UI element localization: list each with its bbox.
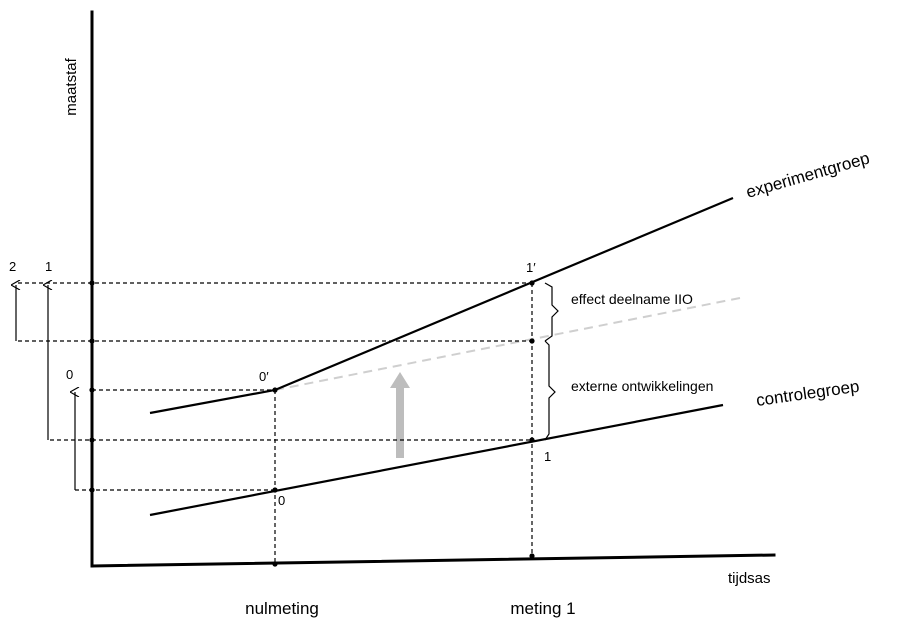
- counterfactual-line: [274, 297, 741, 391]
- level-label-2: 2: [9, 259, 16, 274]
- x-category-meting-1: meting 1: [510, 599, 575, 618]
- x-axis-label: tijdsas: [728, 570, 771, 587]
- x-axis-dot-nulmeting: [272, 561, 278, 567]
- y-axis-dot: [89, 487, 95, 493]
- external-brace: [544, 340, 556, 441]
- point-label-exp-start: 0′: [259, 369, 269, 384]
- point-exp-start: [272, 387, 278, 393]
- shift-arrow-icon: [390, 372, 410, 458]
- y-axis-dot: [89, 387, 95, 393]
- point-label-ctrl-start: 0: [278, 493, 285, 508]
- control-group-line: [149, 403, 724, 517]
- external-label: externe ontwikkelingen: [571, 378, 713, 394]
- effect-label: effect deelname IIO: [571, 291, 693, 307]
- y-axis-dot: [89, 437, 95, 443]
- x-category-nulmeting: nulmeting: [245, 599, 319, 618]
- experiment-group-label: experimentgroep: [744, 148, 872, 201]
- point-label-exp-end: 1′: [526, 260, 536, 275]
- level-label-1: 1: [45, 259, 52, 274]
- x-axis-dot-meting-1: [529, 553, 535, 559]
- point-exp-end: [529, 280, 535, 286]
- point-ctrl-start: [272, 487, 278, 493]
- y-axis-dot: [89, 338, 95, 344]
- control-group-label: controlegroep: [755, 377, 861, 410]
- point-ctrl-end: [529, 437, 535, 443]
- point-counterfactual-end: [529, 338, 535, 344]
- x-axis: [90, 553, 776, 568]
- effect-brace: [544, 282, 559, 342]
- y-axis-dot: [89, 280, 95, 286]
- point-label-ctrl-end: 1: [544, 449, 551, 464]
- level-label-0: 0: [66, 367, 73, 382]
- y-axis-label: maatstaf: [63, 57, 80, 115]
